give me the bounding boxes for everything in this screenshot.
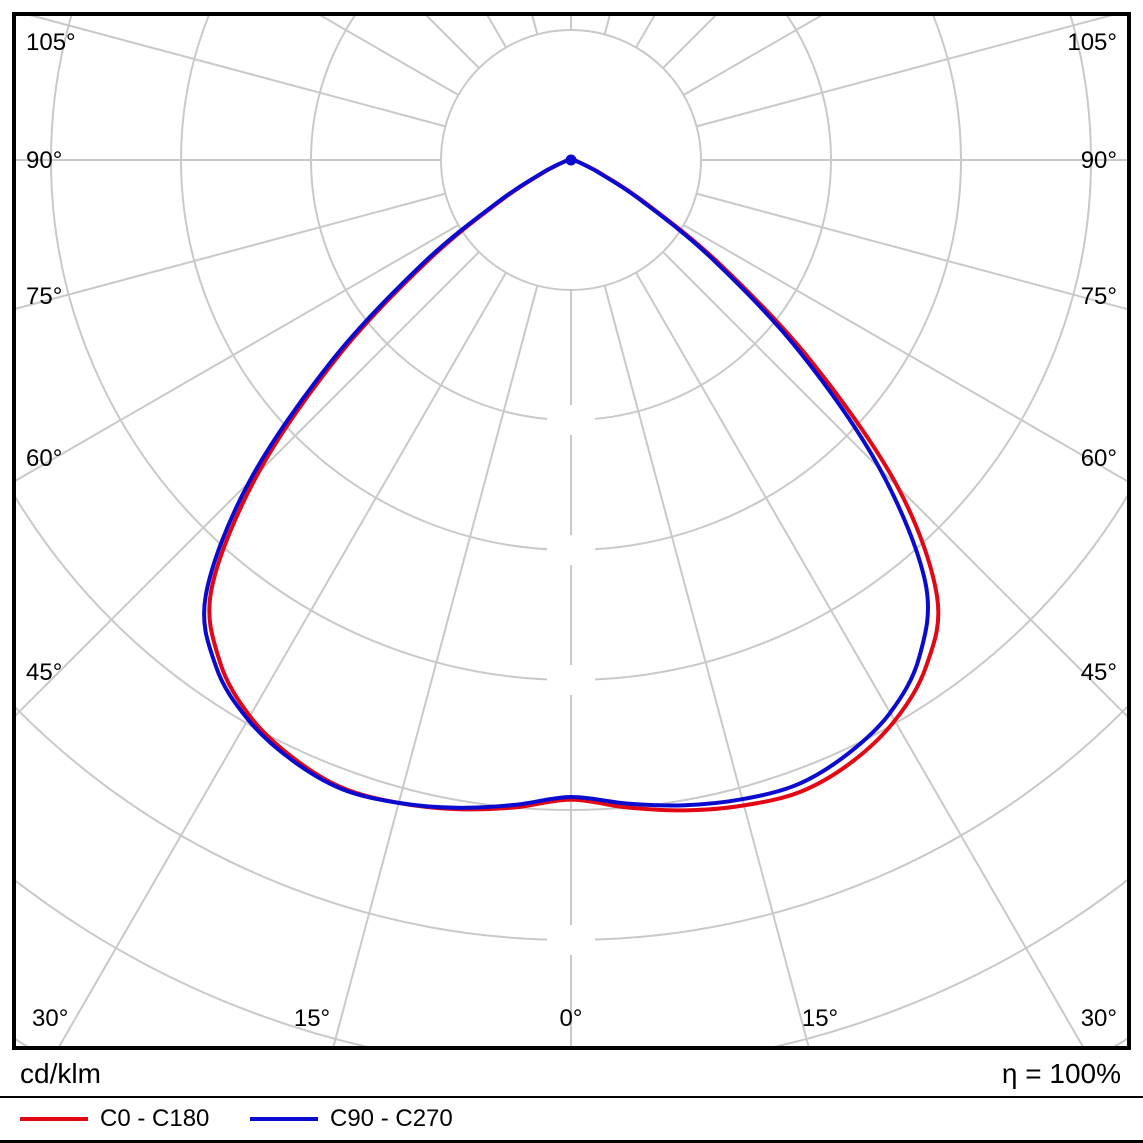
angle-label-15deg: 15° xyxy=(801,1005,839,1032)
polar-diagram-panel: 105° 90° 75° 60° 45° 105° 90° 75° 60° 45° 30° 15° 0°… xyxy=(12,12,1131,1050)
photometric-center-dot xyxy=(565,154,577,166)
legend-label-c90-c270: C90 - C270 xyxy=(330,1105,453,1132)
chart-footer: cd/klm η = 100% C0 - C180 C90 - C270 xyxy=(0,1052,1143,1143)
legend: C0 - C180 C90 - C270 xyxy=(0,1102,1143,1136)
legend-swatch-c0-c180 xyxy=(20,1117,88,1121)
unit-label: cd/klm xyxy=(20,1058,101,1089)
efficiency-label: η = 100% xyxy=(1001,1058,1121,1089)
polar-chart xyxy=(16,16,1127,1046)
bottom-border-line xyxy=(0,1140,1143,1143)
angle-label-30deg: 30° xyxy=(32,1005,69,1032)
angle-label-0deg: 0° xyxy=(559,1005,583,1032)
footer-row: cd/klm η = 100% xyxy=(0,1056,1143,1094)
angle-label-90deg: 90° xyxy=(26,147,63,174)
angle-label-90deg: 90° xyxy=(1080,147,1117,174)
angle-label-60deg: 60° xyxy=(26,445,63,472)
legend-swatch-c90-c270 xyxy=(250,1117,318,1121)
angle-label-15deg: 15° xyxy=(293,1005,331,1032)
angle-label-60deg: 60° xyxy=(1080,445,1117,472)
angle-label-45deg: 45° xyxy=(1080,659,1117,686)
curve-c0-c180 xyxy=(207,158,941,813)
angle-label-75deg: 75° xyxy=(1080,283,1117,310)
angle-label-45deg: 45° xyxy=(26,659,63,686)
separator-line xyxy=(0,1096,1143,1098)
legend-label-c0-c180: C0 - C180 xyxy=(100,1105,210,1132)
angle-label-30deg: 30° xyxy=(1080,1005,1117,1032)
curve-c90-c270 xyxy=(202,158,930,810)
angle-label-105deg: 105° xyxy=(1067,29,1117,56)
angle-label-75deg: 75° xyxy=(26,283,63,310)
angle-label-105deg: 105° xyxy=(26,29,76,56)
